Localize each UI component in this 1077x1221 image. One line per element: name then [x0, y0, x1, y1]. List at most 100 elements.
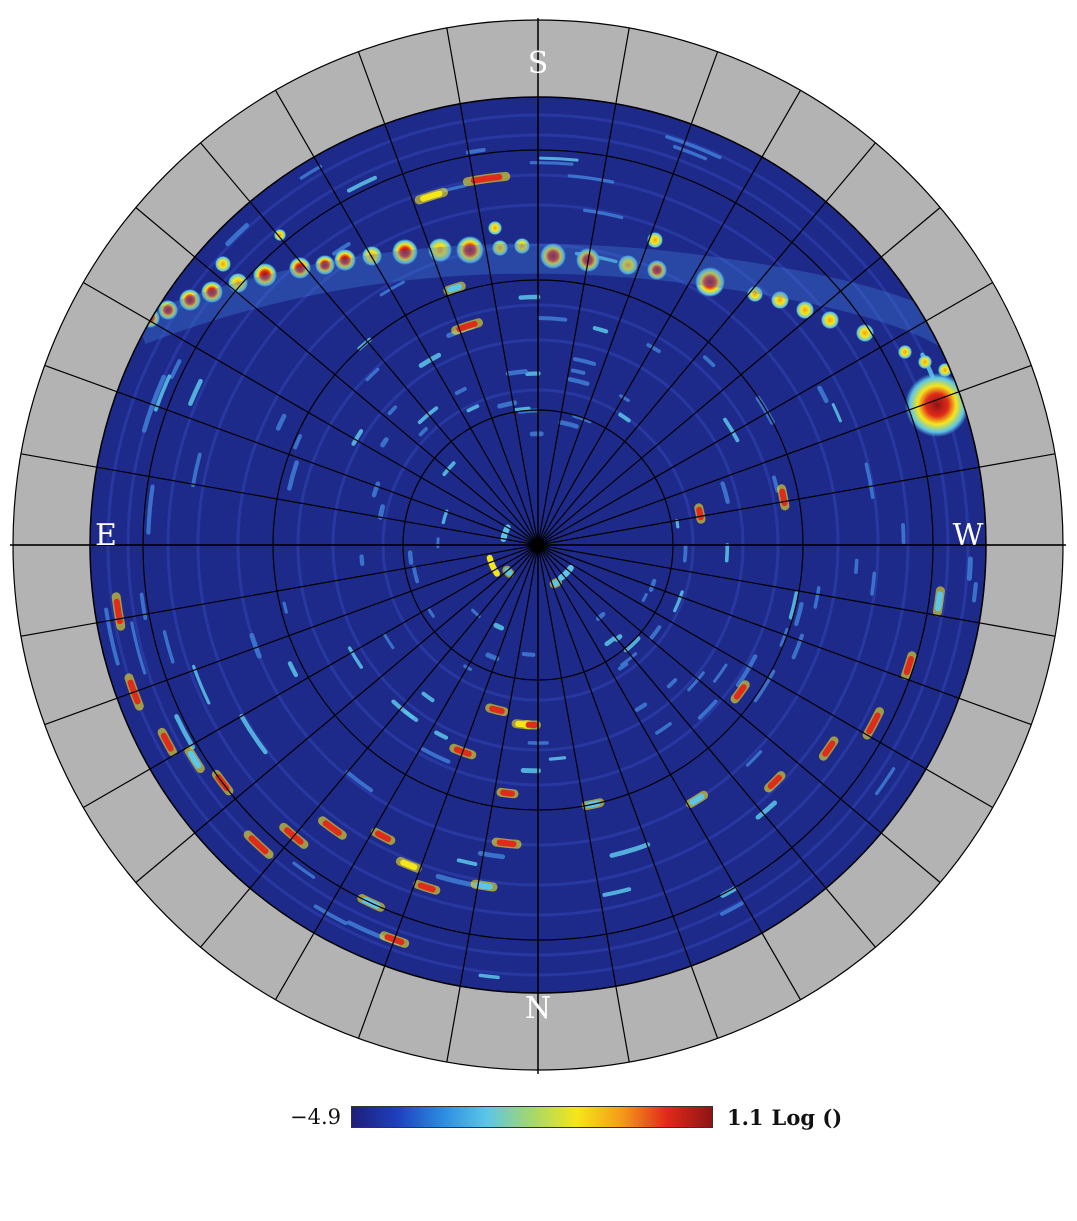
band-blob — [492, 240, 508, 256]
coordinate-grid — [10, 18, 1066, 1074]
faint-arc — [794, 602, 804, 627]
band-blob — [488, 221, 502, 235]
faint-arcs — [104, 134, 978, 980]
band-blob — [289, 257, 311, 279]
source-track — [779, 488, 788, 506]
faint-arc — [347, 646, 364, 669]
compass-bottom: N — [525, 991, 551, 1026]
grid-spoke — [537, 544, 993, 809]
faint-arc — [536, 316, 568, 322]
source-track — [903, 656, 914, 675]
faint-arc — [592, 326, 609, 334]
source-track — [113, 598, 123, 625]
faint-arc — [365, 367, 380, 382]
faint-arc — [146, 484, 155, 535]
band-blob — [334, 249, 356, 271]
source-track — [248, 835, 269, 855]
faint-arc — [249, 632, 262, 659]
grid-spoke — [537, 544, 1032, 726]
band-blob — [362, 246, 382, 266]
faint-arc — [720, 481, 730, 504]
faint-arc — [282, 601, 288, 614]
faint-arc — [609, 842, 651, 858]
faint-arc — [513, 406, 531, 412]
source-track — [496, 839, 517, 847]
faint-arc — [687, 671, 705, 692]
faint-arc — [299, 164, 323, 180]
compass-right: W — [953, 518, 984, 553]
faint-arc — [697, 699, 718, 720]
faint-arc — [619, 394, 630, 403]
faint-arc — [548, 756, 567, 761]
faint-arc — [529, 161, 574, 166]
faint-arc — [497, 400, 518, 409]
faint-arc — [162, 630, 175, 664]
faint-arc — [382, 632, 395, 650]
faint-arc — [169, 359, 182, 380]
faint-arc — [735, 654, 758, 688]
faint-arc — [570, 368, 586, 375]
faint-arc — [573, 357, 596, 366]
faint-arc — [421, 747, 451, 764]
faint-arc — [648, 578, 657, 592]
faint-arc — [153, 374, 172, 412]
faint-arc — [874, 767, 896, 796]
band-blob — [695, 267, 725, 297]
faint-arc — [287, 460, 299, 491]
faint-arc — [188, 378, 203, 406]
source-track — [187, 750, 202, 769]
source-track — [935, 591, 943, 612]
faint-arc — [602, 887, 632, 897]
faint-arc — [130, 621, 147, 675]
source-track — [733, 684, 747, 700]
faint-arc — [417, 406, 439, 425]
band-blob — [158, 300, 178, 320]
faint-arc — [753, 669, 776, 703]
source-track — [486, 554, 500, 577]
grid-spoke — [537, 453, 1056, 546]
grid-spoke — [44, 364, 539, 546]
faint-arc — [901, 523, 906, 545]
faint-arc — [720, 901, 744, 916]
faint-arc — [567, 377, 590, 386]
band-blob — [821, 311, 839, 329]
colorbar: −4.9 1.1 Log () — [290, 1104, 842, 1130]
faint-arc — [275, 413, 287, 431]
faint-arc — [141, 374, 167, 433]
grid-spoke — [83, 544, 539, 809]
band-blob — [618, 255, 638, 275]
faint-arc — [813, 586, 821, 609]
source-track — [866, 712, 881, 735]
faint-arc — [582, 208, 624, 220]
faint-arc — [682, 543, 688, 563]
faint-arc — [870, 571, 877, 596]
source-track — [500, 789, 515, 797]
zenith-marker — [531, 538, 545, 552]
band-blob — [392, 239, 418, 265]
grid-spoke — [537, 544, 719, 1039]
grid-spoke — [44, 544, 539, 726]
faint-arc — [724, 543, 730, 563]
source-track — [375, 830, 392, 842]
faint-arc — [791, 633, 804, 660]
colorbar-max-label: 1.1 — [727, 1104, 764, 1130]
faint-arc — [371, 481, 381, 498]
band-blob — [918, 355, 932, 369]
grid-spoke — [537, 544, 802, 1000]
grid-spoke — [537, 90, 802, 546]
source-track — [470, 174, 503, 184]
faint-arc — [313, 904, 348, 926]
grid-spoke — [537, 364, 1032, 546]
band-blob — [856, 324, 874, 342]
faint-arc — [391, 699, 419, 723]
faint-arc — [558, 420, 579, 429]
faint-arc — [192, 664, 211, 705]
faint-arc — [379, 280, 405, 297]
band-blob — [771, 291, 789, 309]
faint-arc — [831, 403, 842, 423]
grid-spoke — [20, 453, 539, 546]
faint-arc — [418, 427, 428, 437]
faint-arc — [745, 750, 763, 767]
grid-spoke — [135, 544, 539, 883]
faint-arc — [225, 223, 250, 247]
